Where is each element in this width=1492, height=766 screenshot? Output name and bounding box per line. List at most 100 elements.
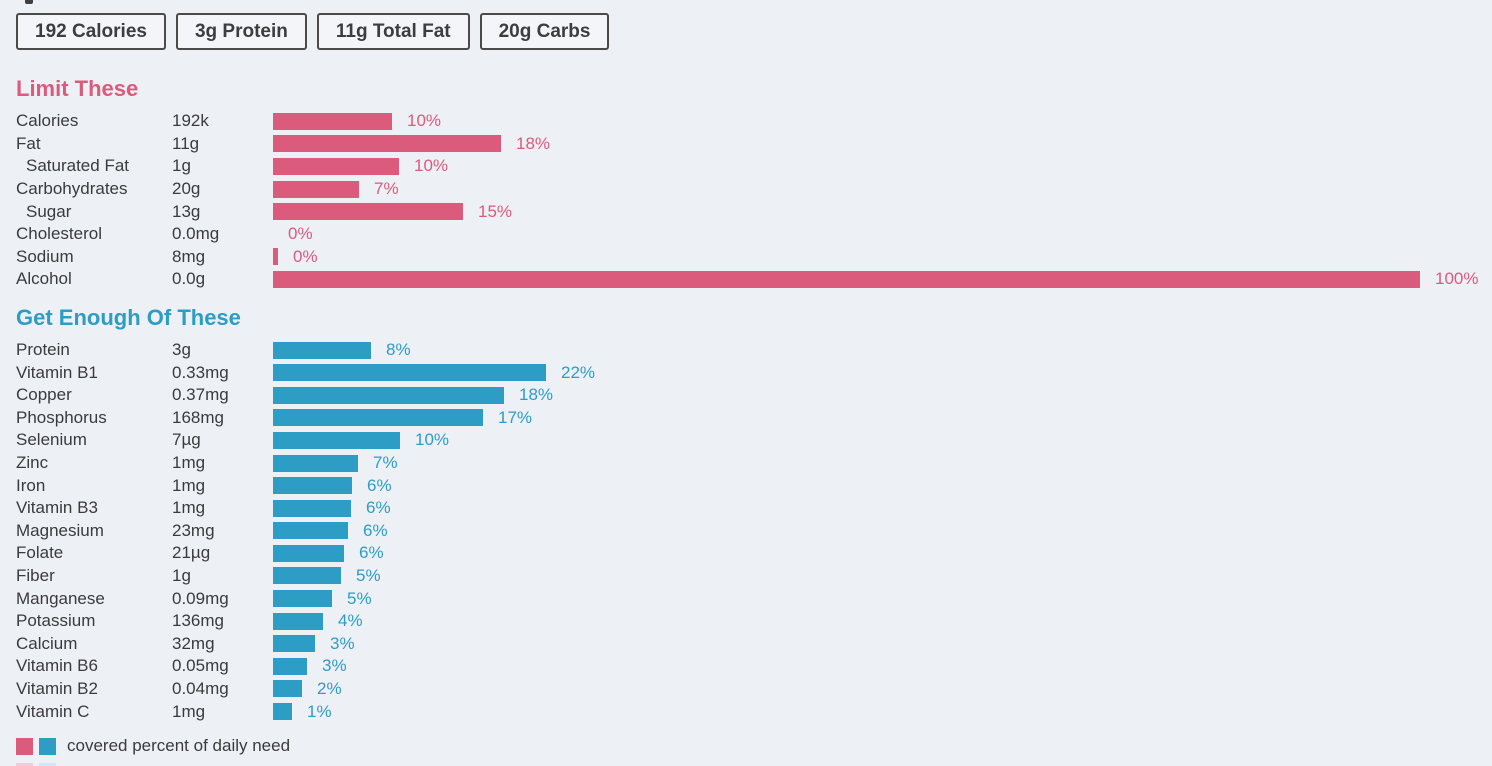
nutrient-pct: 7%	[373, 453, 398, 473]
legend-label: covered percent of daily need	[67, 736, 291, 756]
nutrient-name: Calcium	[16, 633, 78, 653]
nutrient-bar	[273, 248, 278, 266]
nutrient-pct: 6%	[363, 520, 388, 540]
nutrient-pct: 18%	[516, 133, 551, 153]
nutrient-pct: 17%	[498, 407, 533, 427]
nutrient-bar-area: 3%	[273, 633, 355, 655]
nutrient-bar	[273, 341, 371, 359]
nutrient-amount: 1mg	[172, 498, 206, 518]
nutrient-amount: 11g	[172, 133, 200, 153]
nutrient-row: Vitamin C 1mg 1%	[16, 700, 1492, 723]
nutrient-amount: 1g	[172, 156, 191, 176]
nutrient-name: Selenium	[16, 430, 87, 450]
nutrient-amount: 0.04mg	[172, 678, 229, 698]
nutrient-row: Carbohydrates 20g 7%	[16, 178, 1492, 201]
summary-badge: 3g Protein	[175, 13, 307, 50]
nutrient-name: Vitamin B6	[16, 656, 98, 676]
nutrient-row: Fiber 1g 5%	[16, 565, 1492, 588]
nutrient-row: Vitamin B3 1mg 6%	[16, 497, 1492, 520]
summary-badge-label: 3g Protein	[194, 20, 288, 42]
nutrient-row: Calcium 32mg 3%	[16, 632, 1492, 655]
nutrient-bar-area: 7%	[273, 178, 399, 200]
nutrient-bar-area: 0%	[273, 223, 313, 245]
nutrient-pct: 7%	[374, 179, 399, 199]
nutrient-name: Phosphorus	[16, 407, 107, 427]
nutrient-bar-area: 6%	[273, 542, 384, 564]
nutrient-pct: 22%	[561, 362, 596, 382]
legend: covered percent of daily need	[16, 736, 1492, 756]
nutrient-name: Vitamin B1	[16, 362, 98, 382]
nutrient-row: Sugar 13g 15%	[16, 200, 1492, 223]
nutrient-row: Alcohol 0.0g 100%	[16, 268, 1492, 291]
nutrient-name: Calories	[16, 111, 79, 131]
nutrient-bar-area: 0%	[273, 246, 318, 268]
nutrient-amount: 1mg	[172, 701, 206, 721]
nutrient-name: Fiber	[16, 565, 55, 585]
nutrient-pct: 18%	[519, 385, 554, 405]
nutrient-bar-area: 17%	[273, 407, 532, 429]
nutrient-name: Sugar	[26, 201, 72, 221]
nutrient-pct: 5%	[347, 588, 372, 608]
nutrient-pct: 100%	[1435, 269, 1479, 289]
nutrient-name: Folate	[16, 543, 64, 563]
nutrient-bar	[273, 635, 315, 653]
nutrient-bar-area: 7%	[273, 452, 398, 474]
nutrient-name: Vitamin C	[16, 701, 90, 721]
nutrient-row: Saturated Fat 1g 10%	[16, 155, 1492, 178]
nutrient-amount: 23mg	[172, 520, 215, 540]
nutrient-rows: Calories 192k 10% Fat 11g 18% Saturated …	[16, 110, 1492, 291]
nutrient-amount: 0.33mg	[172, 362, 229, 382]
nutrient-bar	[273, 203, 463, 221]
nutrient-pct: 5%	[356, 565, 381, 585]
nutrient-section: Get Enough Of These Protein 3g 8% Vitami…	[16, 306, 1492, 723]
nutrient-bar	[273, 431, 400, 449]
nutrient-bar	[273, 544, 344, 562]
summary-badge-label: 11g Total Fat	[335, 20, 451, 42]
nutrient-row: Iron 1mg 6%	[16, 474, 1492, 497]
nutrient-name: Sodium	[16, 246, 74, 266]
section-title-enough: Get Enough Of These	[16, 304, 241, 330]
nutrient-pct: 6%	[366, 498, 391, 518]
nutrient-amount: 13g	[172, 201, 201, 221]
nutrient-amount: 136mg	[172, 611, 224, 631]
nutrient-row: Cholesterol 0.0mg 0%	[16, 223, 1492, 246]
nutrient-pct: 8%	[386, 340, 411, 360]
nutrient-bar-area: 100%	[273, 268, 1478, 290]
nutrient-bar-area: 10%	[273, 155, 448, 177]
nutrient-bar-area: 5%	[273, 565, 381, 587]
nutrient-bar-area: 4%	[273, 610, 363, 632]
legend-swatch-limit	[16, 737, 33, 755]
nutrient-bar	[273, 522, 348, 540]
nutrient-bar	[273, 703, 292, 721]
nutrient-bar	[273, 135, 501, 153]
nutrient-name: Zinc	[16, 453, 49, 473]
nutrient-bar-area: 6%	[273, 475, 392, 497]
nutrient-pct: 15%	[478, 201, 513, 221]
nutrient-bar	[273, 680, 302, 698]
nutrient-bar-area: 15%	[273, 201, 512, 223]
section-title-limit: Limit These	[16, 76, 139, 101]
nutrient-bar	[273, 657, 307, 675]
nutrient-bar	[273, 180, 359, 198]
nutrient-bar-area: 18%	[273, 384, 553, 406]
nutrient-bar	[273, 386, 504, 404]
nutrient-row: Magnesium 23mg 6%	[16, 520, 1492, 543]
nutrient-row: Selenium 7µg 10%	[16, 429, 1492, 452]
summary-badge: 192 Calories	[16, 13, 166, 50]
nutrient-bar-area: 2%	[273, 678, 342, 700]
nutrient-row: Phosphorus 168mg 17%	[16, 407, 1492, 430]
nutrient-pct: 0%	[288, 224, 313, 244]
nutrient-section: Limit These Calories 192k 10% Fat 11g 18…	[16, 77, 1492, 291]
nutrient-name: Carbohydrates	[16, 179, 128, 199]
nutrient-pct: 6%	[359, 543, 384, 563]
nutrient-amount: 1g	[172, 565, 191, 585]
nutrient-pct: 10%	[414, 156, 449, 176]
nutrient-pct: 10%	[415, 430, 450, 450]
nutrient-name: Cholesterol	[16, 224, 102, 244]
nutrient-bar-area: 8%	[273, 339, 411, 361]
nutrient-name: Fat	[16, 133, 41, 153]
nutrient-bar	[273, 477, 352, 495]
nutrient-pct: 0%	[293, 246, 318, 266]
nutrient-bar-area: 1%	[273, 701, 332, 723]
nutrient-bar	[273, 590, 332, 608]
